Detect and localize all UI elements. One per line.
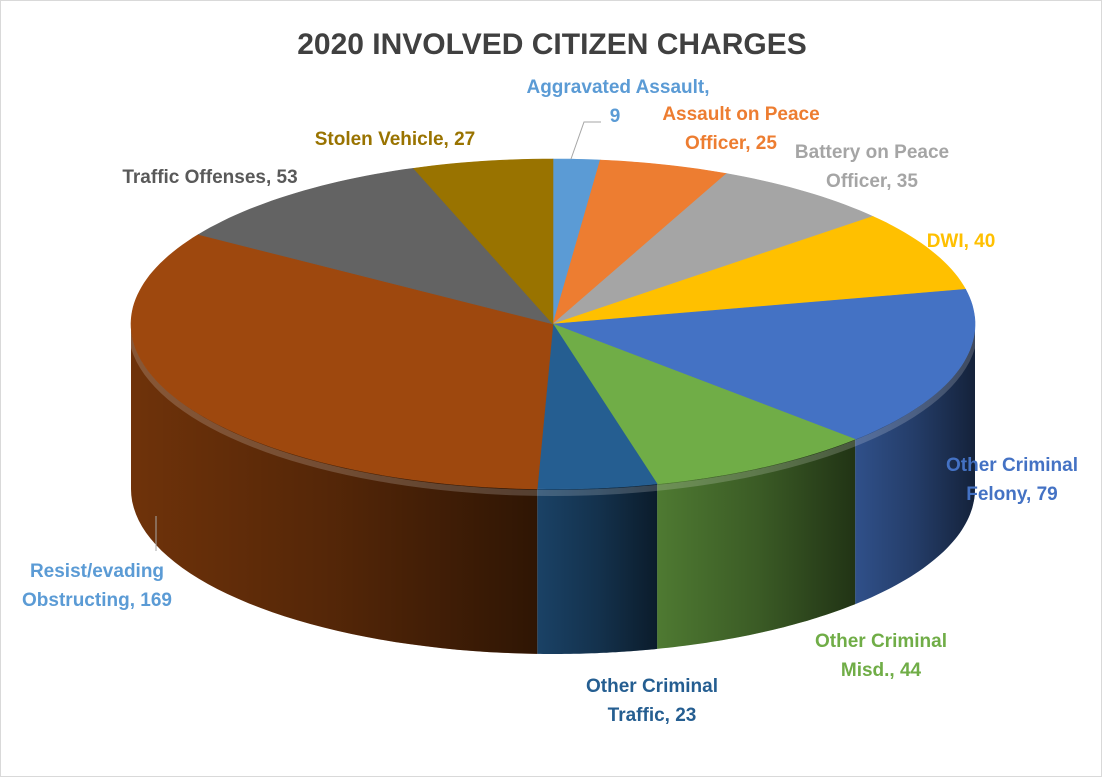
slice-stolen-vehicle-27 [412,158,554,325]
side-resist-evading-obstructing-169-shading [131,324,538,654]
slice-other-criminal-felony-79 [552,288,976,440]
slice-resist-evading-obstructing-169 [130,234,554,490]
slice-other-criminal-traffic-23 [536,323,658,490]
label-other-criminal-felony-79: Other Criminal Felony, 79 [946,455,1078,505]
slice-battery-on-peace-officer-35 [552,173,874,325]
label-other-criminal-misd-44: Other Criminal Misd., 44 [815,631,947,681]
side-other-criminal-misd-44-shading [657,439,856,649]
label-traffic-offenses-53: Traffic Offenses, 53 [122,167,297,188]
pie-rim-highlight [128,327,978,497]
side-other-criminal-traffic-23-shading [537,483,658,654]
label-other-criminal-traffic-23: Other Criminal Traffic, 23 [586,676,718,726]
label-battery-on-peace-officer-35: Battery on Peace Officer, 35 [795,142,949,192]
chart-title: 2020 INVOLVED CITIZEN CHARGES [297,28,807,61]
side-other-criminal-felony-79-shading [855,324,975,605]
slice-other-criminal-misd-44 [552,323,856,485]
label-stolen-vehicle-27: Stolen Vehicle, 27 [315,129,476,150]
slice-traffic-offenses-53 [197,167,554,325]
pie-sides [128,324,978,654]
label-resist-evading-obstructing-169: Resist/evading Obstructing, 169 [22,561,172,611]
label-aggravated-assault-9: Aggravated Assault, 9 [526,77,709,127]
slice-dwi-40 [552,216,967,325]
pie-slices [130,158,976,490]
label-assault-on-peace-officer-25: Assault on Peace Officer, 25 [662,104,819,154]
leader-lines [155,121,601,551]
label-dwi-40: DWI, 40 [927,231,996,252]
slice-assault-on-peace-officer-25 [552,159,728,325]
leader-line-aggravated-assault-9 [570,121,601,160]
slice-labels: Aggravated Assault, 9 Assault on Peace Offi… [22,77,1078,726]
